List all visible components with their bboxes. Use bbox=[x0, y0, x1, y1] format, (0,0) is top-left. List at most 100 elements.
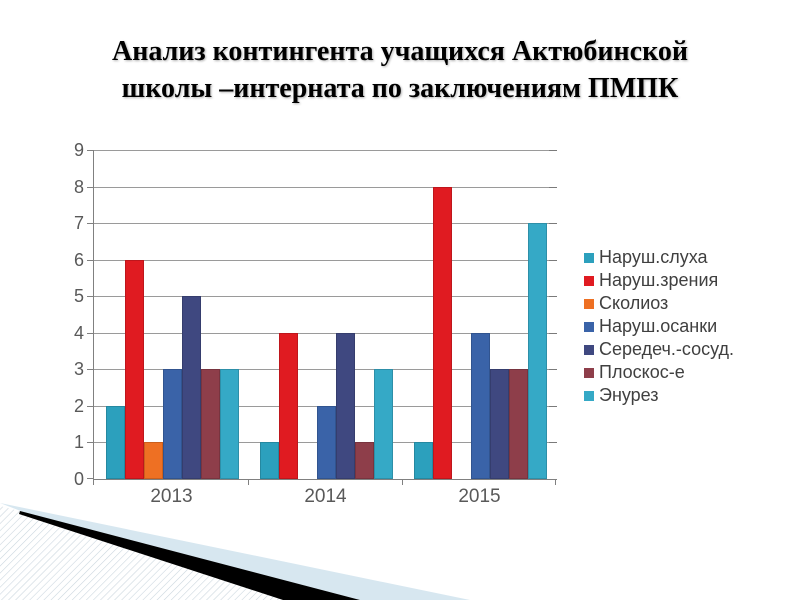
y-axis-tick-5 bbox=[87, 296, 93, 298]
bar-2013-series-0 bbox=[106, 405, 125, 479]
y-axis-label-2: 2 bbox=[73, 395, 84, 416]
bar-group-2013 bbox=[106, 259, 239, 479]
gridline-right-tick bbox=[549, 223, 557, 225]
black-swoosh bbox=[19, 511, 360, 600]
legend-swatch bbox=[584, 367, 594, 378]
bar-2014-series-0 bbox=[260, 442, 279, 479]
y-axis-tick-9 bbox=[87, 150, 93, 151]
y-axis-tick-0 bbox=[87, 478, 93, 479]
legend-item-0: Наруш.слуха bbox=[584, 246, 734, 269]
bar-2015-series-3 bbox=[471, 332, 490, 479]
legend-label: Плоскос-е bbox=[599, 362, 685, 382]
legend-swatch bbox=[584, 390, 594, 401]
bar-groups bbox=[94, 150, 557, 479]
y-axis-tick-4 bbox=[87, 332, 93, 334]
gridline-right-tick bbox=[549, 186, 557, 188]
legend-label: Наруш.осанки bbox=[599, 316, 718, 336]
gridline-right-tick bbox=[549, 442, 557, 444]
bar-2014-series-4 bbox=[336, 332, 355, 479]
gridline-right-tick bbox=[549, 405, 557, 407]
x-axis-labels: 2013 2014 2015 bbox=[93, 486, 556, 510]
y-axis-tick-7 bbox=[87, 223, 93, 225]
legend-label: Сколиоз bbox=[599, 293, 669, 313]
y-axis-tick-1 bbox=[87, 442, 93, 444]
bar-2014-series-5 bbox=[355, 442, 374, 479]
bar-2015-series-5 bbox=[509, 369, 528, 479]
bar-group-2014 bbox=[260, 332, 393, 479]
legend-item-4: Середеч.-сосуд. bbox=[584, 338, 734, 361]
gridline-right-tick bbox=[549, 296, 557, 298]
bar-2013-series-2 bbox=[144, 442, 163, 479]
y-axis-labels: 0 1 2 3 4 5 6 7 8 9 bbox=[56, 141, 84, 488]
x-axis-tick-0 bbox=[93, 480, 94, 485]
title-line-2: школы –интерната по заключениям ПМПК bbox=[121, 73, 679, 104]
legend-label: Наруш.слуха bbox=[599, 247, 708, 267]
gridline-9 bbox=[94, 150, 557, 151]
gridline-right-tick bbox=[549, 259, 557, 261]
y-axis-tick-3 bbox=[87, 369, 93, 371]
x-axis-ticks bbox=[93, 480, 556, 485]
legend-swatch bbox=[584, 344, 594, 355]
legend-item-5: Плоскос-е bbox=[584, 361, 734, 384]
gridline-5 bbox=[94, 296, 557, 298]
legend-swatch bbox=[584, 275, 594, 286]
y-axis-label-4: 4 bbox=[73, 322, 84, 343]
y-axis-label-0: 0 bbox=[73, 469, 84, 489]
legend-label: Энурез bbox=[599, 385, 659, 405]
bar-2014-series-6 bbox=[374, 369, 393, 479]
legend-swatch bbox=[584, 298, 594, 309]
gridline-right-tick bbox=[549, 150, 557, 151]
gridline-6 bbox=[94, 259, 557, 261]
legend-item-6: Энурез bbox=[584, 384, 734, 407]
bar-2013-series-4 bbox=[182, 296, 201, 479]
bar-2014-series-3 bbox=[317, 405, 336, 479]
plot-area bbox=[93, 150, 557, 480]
slide-title: Анализ контингента учащихся Актюбинской … bbox=[0, 33, 800, 107]
bar-2015-series-0 bbox=[414, 442, 433, 479]
x-axis-tick-3 bbox=[555, 480, 556, 485]
y-axis-label-6: 6 bbox=[73, 249, 84, 270]
gridline-3 bbox=[94, 369, 557, 371]
gridline-right-tick bbox=[549, 369, 557, 371]
y-axis-label-1: 1 bbox=[73, 432, 84, 453]
y-axis-label-9: 9 bbox=[73, 140, 84, 160]
bar-2013-series-5 bbox=[201, 369, 220, 479]
bar-2013-series-1 bbox=[125, 259, 144, 479]
bar-2015-series-1 bbox=[433, 186, 452, 479]
bar-group-2015 bbox=[414, 186, 547, 479]
y-axis-tick-6 bbox=[87, 259, 93, 261]
y-axis-label-7: 7 bbox=[73, 213, 84, 234]
legend-swatch bbox=[584, 321, 594, 332]
accent-wedge bbox=[0, 503, 470, 600]
bar-2013-series-3 bbox=[163, 369, 182, 479]
legend-label: Наруш.зрения bbox=[599, 270, 719, 290]
gridline-right-tick bbox=[549, 332, 557, 334]
y-axis-label-5: 5 bbox=[73, 286, 84, 307]
pinstripe-wedge bbox=[0, 506, 360, 600]
gridline-7 bbox=[94, 223, 557, 225]
legend-swatch bbox=[584, 252, 594, 263]
y-axis-ticks bbox=[87, 150, 93, 479]
x-axis-tick-2 bbox=[402, 480, 403, 485]
bar-2015-series-4 bbox=[490, 369, 509, 479]
y-axis-label-8: 8 bbox=[73, 176, 84, 197]
legend-item-3: Наруш.осанки bbox=[584, 315, 734, 338]
x-axis-label-2014: 2014 bbox=[304, 486, 347, 507]
bar-2014-series-1 bbox=[279, 332, 298, 479]
legend-item-1: Наруш.зрения bbox=[584, 269, 734, 292]
bar-2015-series-6 bbox=[528, 223, 547, 479]
gridline-8 bbox=[94, 186, 557, 188]
gridline-4 bbox=[94, 332, 557, 334]
legend-item-2: Сколиоз bbox=[584, 292, 734, 315]
bar-2013-series-6 bbox=[220, 369, 239, 479]
title-line-1: Анализ контингента учащихся Актюбинской bbox=[111, 36, 689, 67]
x-axis-label-2015: 2015 bbox=[458, 486, 501, 507]
legend-label: Середеч.-сосуд. bbox=[599, 339, 735, 359]
x-axis-label-2013: 2013 bbox=[150, 486, 193, 507]
y-axis-tick-2 bbox=[87, 405, 93, 407]
chart-legend: Наруш.слуха Наруш.зрения Сколиоз Наруш.осан… bbox=[584, 246, 734, 407]
x-axis-tick-1 bbox=[248, 480, 249, 485]
y-axis-tick-8 bbox=[87, 186, 93, 188]
y-axis-label-3: 3 bbox=[73, 359, 84, 380]
